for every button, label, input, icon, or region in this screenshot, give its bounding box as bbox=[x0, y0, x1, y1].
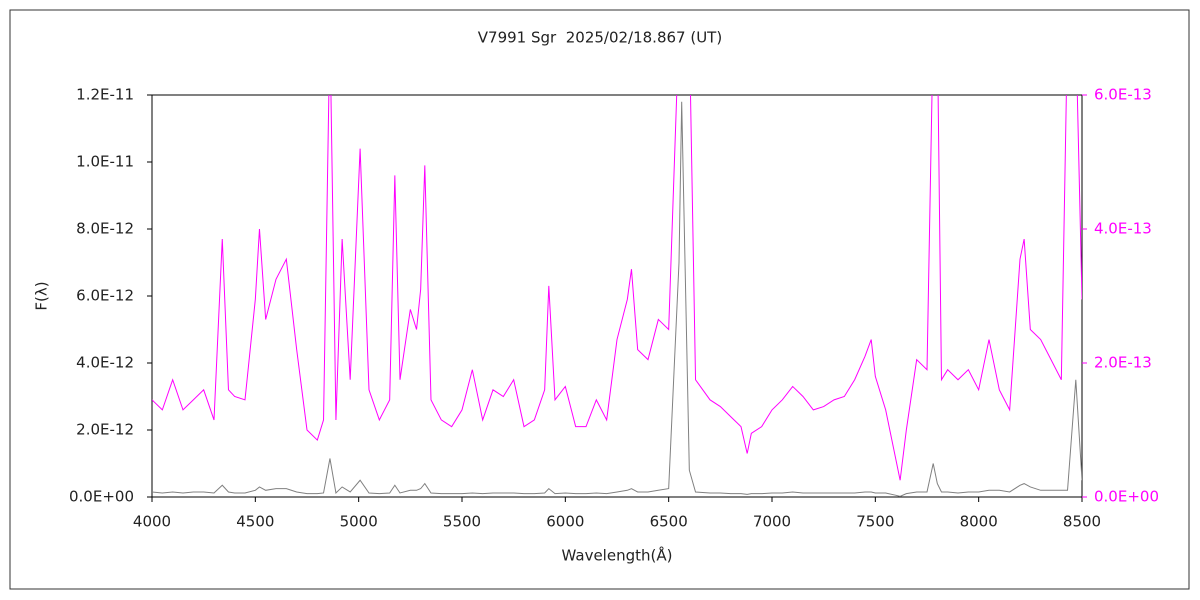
plot-marks bbox=[152, 95, 1082, 497]
x-tick-label: 7000 bbox=[753, 513, 791, 531]
y-tick-label: 6.0E-12 bbox=[76, 287, 134, 305]
y2-tick-label: 0.0E+00 bbox=[1094, 488, 1159, 506]
x-tick-label: 6000 bbox=[546, 513, 584, 531]
x-tick-label: 5000 bbox=[340, 513, 378, 531]
y-tick-label: 8.0E-12 bbox=[76, 220, 134, 238]
frame bbox=[9, 9, 1190, 590]
series-line bbox=[152, 95, 1082, 481]
y2-tick-label: 2.0E-13 bbox=[1094, 354, 1152, 372]
y-tick-label: 4.0E-12 bbox=[76, 354, 134, 372]
y2-tick-label: 4.0E-13 bbox=[1094, 220, 1152, 238]
y-axis-label: F(λ) bbox=[33, 281, 51, 310]
x-tick-label: 7500 bbox=[856, 513, 894, 531]
chart-title: V7991 Sgr 2025/02/18.867 (UT) bbox=[478, 29, 722, 47]
y-tick-label: 2.0E-12 bbox=[76, 421, 134, 439]
y2-tick-label: 6.0E-13 bbox=[1094, 86, 1152, 104]
y-tick-label: 0.0E+00 bbox=[69, 488, 134, 506]
x-tick-label: 6500 bbox=[650, 513, 688, 531]
y-tick-label: 1.0E-11 bbox=[76, 153, 134, 171]
x-tick-label: 4500 bbox=[236, 513, 274, 531]
x-tick-label: 8500 bbox=[1063, 513, 1101, 531]
x-tick-label: 5500 bbox=[443, 513, 481, 531]
series-line bbox=[152, 101, 1082, 497]
x-tick-label: 8000 bbox=[960, 513, 998, 531]
x-axis-label: Wavelength(Å) bbox=[562, 546, 673, 565]
y-tick-label: 1.2E-11 bbox=[76, 86, 134, 104]
x-tick-label: 4000 bbox=[133, 513, 171, 531]
